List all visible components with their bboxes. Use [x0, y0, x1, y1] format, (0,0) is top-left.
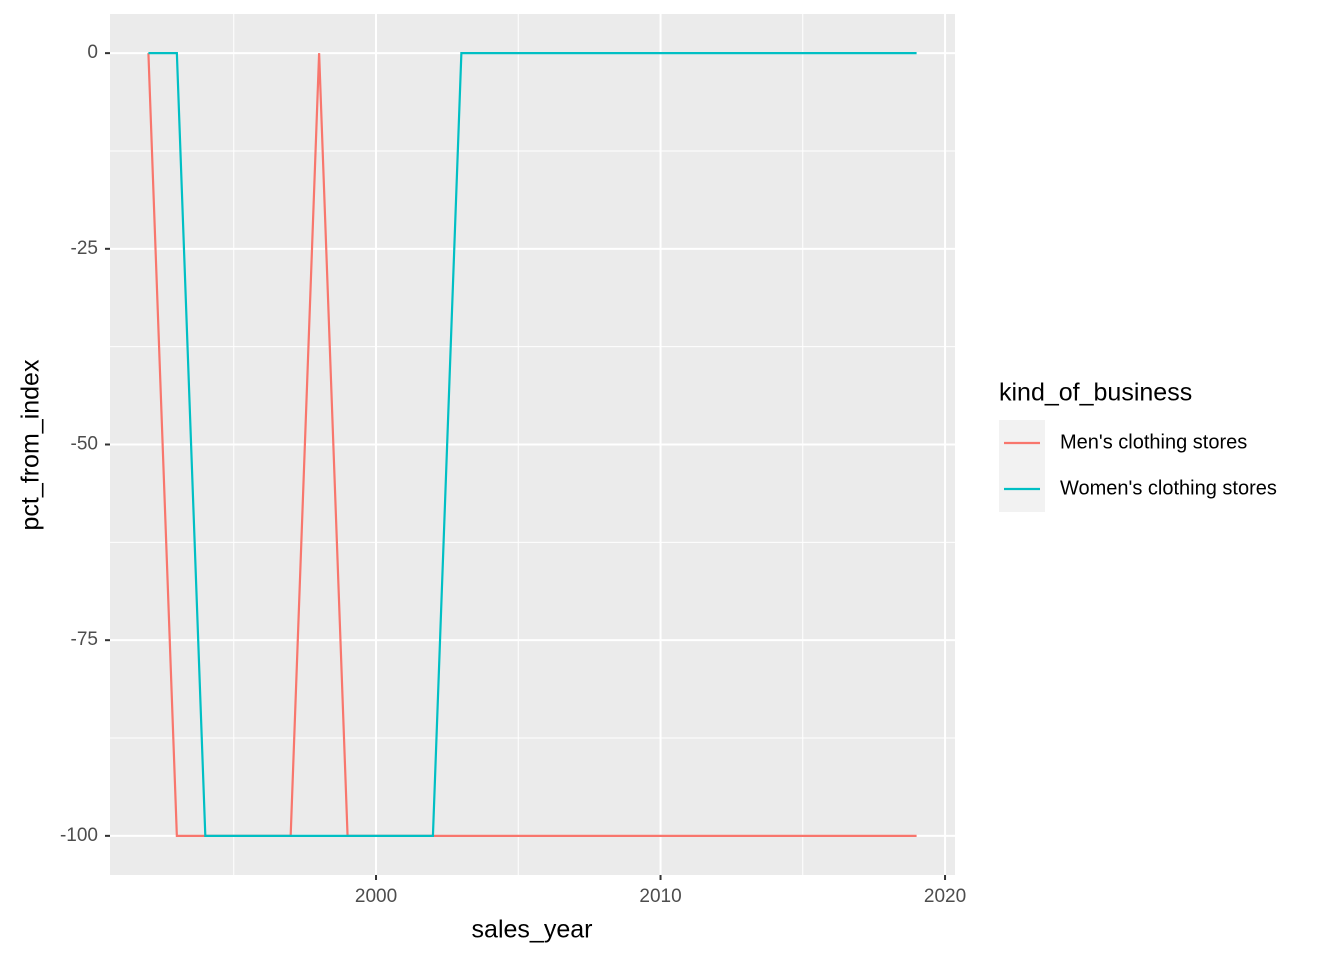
x-axis-title: sales_year — [472, 916, 593, 944]
y-tick-label: 0 — [87, 42, 98, 63]
y-tick-label: -75 — [71, 629, 98, 650]
y-axis-title: pct_from_index — [17, 359, 45, 530]
y-tick-label: -100 — [60, 825, 98, 846]
y-tick-label: -50 — [71, 434, 98, 455]
legend-label: Men's clothing stores — [1060, 431, 1247, 453]
legend-title: kind_of_business — [999, 379, 1192, 407]
legend-label: Women's clothing stores — [1060, 477, 1277, 499]
series-line — [148, 52, 917, 837]
x-tick-label: 2010 — [639, 886, 681, 907]
x-tick-label: 2000 — [355, 886, 397, 907]
x-tick-label: 2020 — [924, 886, 966, 907]
y-tick-label: -25 — [71, 238, 98, 259]
